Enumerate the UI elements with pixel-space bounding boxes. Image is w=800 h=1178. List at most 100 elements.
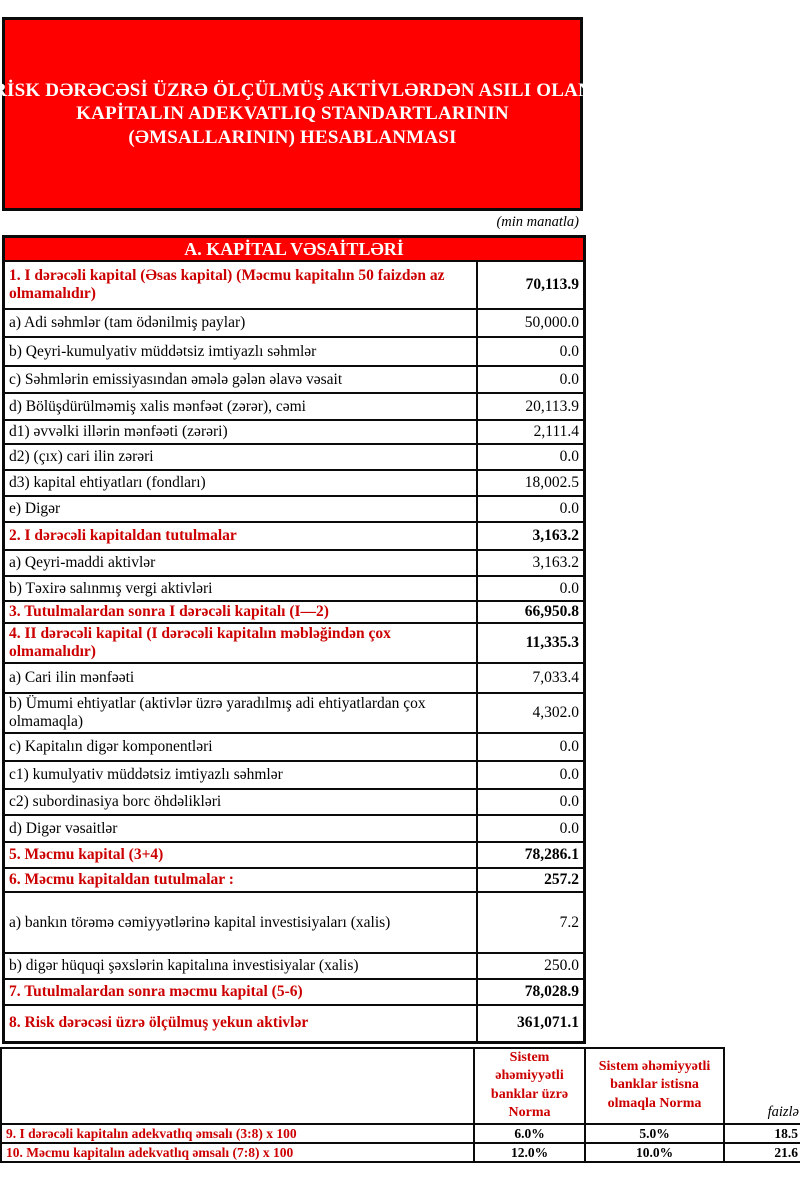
row-label: 5. Məcmu kapital (3+4) xyxy=(2,841,478,869)
section-header: A. KAPİTAL VƏSAİTLƏRİ xyxy=(2,235,586,262)
ratio-actual-value: 21.6 xyxy=(723,1141,800,1163)
table-row: 2. I dərəcəli kapitaldan tutulmalar 3,16… xyxy=(2,521,586,551)
row-value: 7.2 xyxy=(475,891,586,954)
row-value: 361,071.1 xyxy=(475,1004,586,1043)
row-label: d2) (çıx) cari ilin zərəri xyxy=(2,443,478,471)
unit-note: (min manatla) xyxy=(496,214,579,230)
row-label: b) Qeyri-kumulyativ müddətsiz imtiyazlı … xyxy=(2,336,478,367)
table-row: a) bankın törəmə cəmiyyətlərinə kapital … xyxy=(2,891,586,954)
row-label: 4. II dərəcəli kapital (I dərəcəli kapit… xyxy=(2,622,478,664)
row-label: d3) kapital ehtiyatları (fondları) xyxy=(2,469,478,497)
report-title-banner: RİSK DƏRƏCƏSİ ÜZRƏ ÖLÇÜLMÜŞ AKTİVLƏRDƏN … xyxy=(0,17,592,211)
row-label: a) Adi səhmlər (tam ödənilmiş paylar) xyxy=(2,308,478,338)
ratio-norma-sistem-value: 12.0% xyxy=(473,1141,586,1163)
report-title-line-1: RİSK DƏRƏCƏSİ ÜZRƏ ÖLÇÜLMÜŞ AKTİVLƏRDƏN … xyxy=(0,79,592,101)
row-label: d) Digər vəsaitlər xyxy=(2,814,478,843)
table-row: e) Digər 0.0 xyxy=(2,495,586,523)
table-row: 4. II dərəcəli kapital (I dərəcəli kapit… xyxy=(2,622,586,664)
row-label: d1) əvvəlki illərin mənfəəti (zərəri) xyxy=(2,419,478,445)
row-label: a) Qeyri-maddi aktivlər xyxy=(2,549,478,577)
ratio-norma-istisna-value: 10.0% xyxy=(584,1141,725,1163)
table-row: b) Ümumi ehtiyatlar (aktivlər üzrə yarad… xyxy=(2,692,586,734)
row-label: b) digər hüquqi şəxslərin kapitalına inv… xyxy=(2,952,478,980)
row-value: 4,302.0 xyxy=(475,692,586,734)
row-value: 2,111.4 xyxy=(475,419,586,445)
row-value: 0.0 xyxy=(475,732,586,762)
row-value: 250.0 xyxy=(475,952,586,980)
row-value: 7,033.4 xyxy=(475,662,586,694)
ratio-header-norma-istisna: Sistem əhəmiyyətli banklar istisna olmaq… xyxy=(584,1046,725,1125)
ratio-header-row: Sistem əhəmiyyətli banklar üzrə Norma Si… xyxy=(0,1046,800,1125)
row-value: 11,335.3 xyxy=(475,622,586,664)
row-value: 3,163.2 xyxy=(475,549,586,577)
ratio-norma-istisna-value: 5.0% xyxy=(584,1122,725,1144)
row-label: e) Digər xyxy=(2,495,478,523)
ratio-row-label: 10. Məcmu kapitalın adekvatlıq əmsalı (7… xyxy=(0,1141,475,1163)
row-value: 50,000.0 xyxy=(475,308,586,338)
table-row: c) Kapitalın digər komponentləri 0.0 xyxy=(2,732,586,762)
report-page: { "title": { "line1": "RİSK DƏRƏCƏSİ ÜZR… xyxy=(0,17,800,1178)
ratio-header-norma-sistem: Sistem əhəmiyyətli banklar üzrə Norma xyxy=(473,1046,586,1125)
table-row: d) Bölüşdürülməmiş xalis mənfəət (zərər)… xyxy=(2,392,586,421)
row-value: 0.0 xyxy=(475,336,586,367)
row-label: b) Ümumi ehtiyatlar (aktivlər üzrə yarad… xyxy=(2,692,478,734)
ratio-row: 10. Məcmu kapitalın adekvatlıq əmsalı (7… xyxy=(0,1141,800,1163)
row-value: 78,028.9 xyxy=(475,978,586,1006)
row-label: c) Səhmlərin emissiyasından əmələ gələn … xyxy=(2,365,478,394)
row-label: 7. Tutulmalardan sonra məcmu kapital (5-… xyxy=(2,978,478,1006)
ratio-header-blank xyxy=(0,1046,475,1125)
table-row: c2) subordinasiya borc öhdəlikləri 0.0 xyxy=(2,788,586,816)
table-row: d1) əvvəlki illərin mənfəəti (zərəri) 2,… xyxy=(2,419,586,445)
row-value: 0.0 xyxy=(475,575,586,602)
row-label: 2. I dərəcəli kapitaldan tutulmalar xyxy=(2,521,478,551)
row-label: 1. I dərəcəli kapital (Əsas kapital) (Mə… xyxy=(2,260,478,310)
row-value: 0.0 xyxy=(475,760,586,790)
row-label: b) Təxirə salınmış vergi aktivləri xyxy=(2,575,478,602)
row-label: 6. Məcmu kapitaldan tutulmalar : xyxy=(2,867,478,893)
table-row: 1. I dərəcəli kapital (Əsas kapital) (Mə… xyxy=(2,260,586,310)
adequacy-ratio-table: Sistem əhəmiyyətli banklar üzrə Norma Si… xyxy=(0,1046,800,1163)
section-header-row: A. KAPİTAL VƏSAİTLƏRİ xyxy=(2,235,586,262)
row-label: c1) kumulyativ müddətsiz imtiyazlı səhml… xyxy=(2,760,478,790)
row-value: 0.0 xyxy=(475,788,586,816)
ratio-row: 9. I dərəcəli kapitalın adekvatlıq əmsal… xyxy=(0,1122,800,1144)
ratio-norma-sistem-value: 6.0% xyxy=(473,1122,586,1144)
table-row: a) Qeyri-maddi aktivlər 3,163.2 xyxy=(2,549,586,577)
row-value: 0.0 xyxy=(475,495,586,523)
ratio-actual-value: 18.5 xyxy=(723,1122,800,1144)
ratio-row-label: 9. I dərəcəli kapitalın adekvatlıq əmsal… xyxy=(0,1122,475,1144)
table-row: 5. Məcmu kapital (3+4) 78,286.1 xyxy=(2,841,586,869)
row-value: 3,163.2 xyxy=(475,521,586,551)
table-row: b) digər hüquqi şəxslərin kapitalına inv… xyxy=(2,952,586,980)
row-value: 66,950.8 xyxy=(475,600,586,624)
table-row: d2) (çıx) cari ilin zərəri 0.0 xyxy=(2,443,586,471)
row-label: a) Cari ilin mənfəəti xyxy=(2,662,478,694)
row-label: d) Bölüşdürülməmiş xalis mənfəət (zərər)… xyxy=(2,392,478,421)
table-row: 6. Məcmu kapitaldan tutulmalar : 257.2 xyxy=(2,867,586,893)
table-row: c) Səhmlərin emissiyasından əmələ gələn … xyxy=(2,365,586,394)
table-row: a) Adi səhmlər (tam ödənilmiş paylar) 50… xyxy=(2,308,586,338)
table-row: d3) kapital ehtiyatları (fondları) 18,00… xyxy=(2,469,586,497)
capital-table: A. KAPİTAL VƏSAİTLƏRİ 1. I dərəcəli kapi… xyxy=(2,235,587,1044)
row-label: 8. Risk dərəcəsi üzrə ölçülmuş yekun akt… xyxy=(2,1004,478,1043)
row-label: 3. Tutulmalardan sonra I dərəcəli kapita… xyxy=(2,600,478,624)
row-value: 70,113.9 xyxy=(475,260,586,310)
table-row: b) Qeyri-kumulyativ müddətsiz imtiyazlı … xyxy=(2,336,586,367)
row-value: 0.0 xyxy=(475,365,586,394)
table-row: 8. Risk dərəcəsi üzrə ölçülmuş yekun akt… xyxy=(2,1004,586,1043)
table-row: b) Təxirə salınmış vergi aktivləri 0.0 xyxy=(2,575,586,602)
ratio-unit-label: faizlə xyxy=(723,1047,800,1125)
row-value: 0.0 xyxy=(475,443,586,471)
table-row: a) Cari ilin mənfəəti 7,033.4 xyxy=(2,662,586,694)
row-value: 0.0 xyxy=(475,814,586,843)
row-label: c) Kapitalın digər komponentləri xyxy=(2,732,478,762)
table-row: 7. Tutulmalardan sonra məcmu kapital (5-… xyxy=(2,978,586,1006)
row-label: c2) subordinasiya borc öhdəlikləri xyxy=(2,788,478,816)
report-title-line-3: (ƏMSALLARININ) HESABLANMASI xyxy=(128,126,457,148)
row-value: 20,113.9 xyxy=(475,392,586,421)
table-row: 3. Tutulmalardan sonra I dərəcəli kapita… xyxy=(2,600,586,624)
row-value: 18,002.5 xyxy=(475,469,586,497)
row-label: a) bankın törəmə cəmiyyətlərinə kapital … xyxy=(2,891,478,954)
table-row: d) Digər vəsaitlər 0.0 xyxy=(2,814,586,843)
table-row: c1) kumulyativ müddətsiz imtiyazlı səhml… xyxy=(2,760,586,790)
